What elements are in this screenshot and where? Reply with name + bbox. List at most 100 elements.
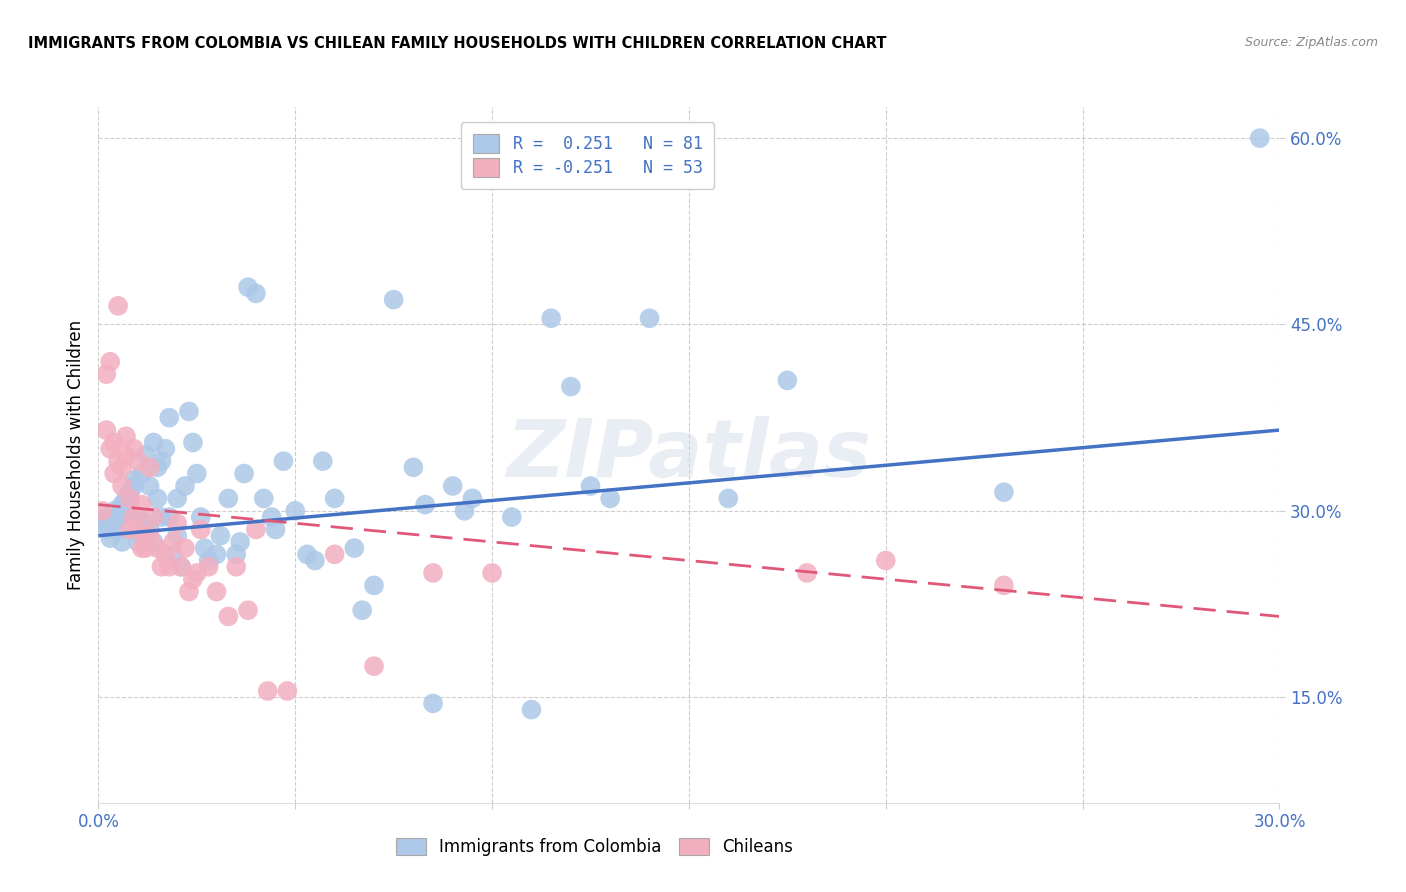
Point xyxy=(181,435,204,450)
Point xyxy=(441,479,464,493)
Point xyxy=(142,435,165,450)
Point xyxy=(233,467,256,481)
Point xyxy=(382,293,405,307)
Point xyxy=(135,448,157,462)
Point xyxy=(157,510,180,524)
Point xyxy=(174,479,197,493)
Point xyxy=(107,454,129,468)
Point xyxy=(363,659,385,673)
Point xyxy=(103,516,125,531)
Point xyxy=(229,534,252,549)
Point xyxy=(1249,131,1271,145)
Point xyxy=(162,534,184,549)
Point xyxy=(157,559,180,574)
Point xyxy=(260,510,283,524)
Point xyxy=(150,454,173,468)
Point xyxy=(170,559,193,574)
Point xyxy=(122,473,145,487)
Point xyxy=(312,454,335,468)
Point xyxy=(118,491,141,506)
Point xyxy=(111,498,134,512)
Point xyxy=(111,479,134,493)
Point xyxy=(599,491,621,506)
Point xyxy=(273,454,295,468)
Point xyxy=(107,299,129,313)
Point xyxy=(142,534,165,549)
Point xyxy=(236,280,259,294)
Point xyxy=(560,379,582,393)
Point xyxy=(115,448,138,462)
Point xyxy=(540,311,562,326)
Point xyxy=(138,479,160,493)
Point xyxy=(135,516,157,531)
Point xyxy=(186,467,208,481)
Point xyxy=(276,684,298,698)
Point xyxy=(122,479,145,493)
Point xyxy=(217,491,239,506)
Point xyxy=(91,516,114,531)
Point xyxy=(236,603,259,617)
Point xyxy=(174,541,197,555)
Point xyxy=(98,531,121,545)
Point xyxy=(253,491,276,506)
Point xyxy=(638,311,661,326)
Text: Source: ZipAtlas.com: Source: ZipAtlas.com xyxy=(1244,36,1378,49)
Text: ZIPatlas: ZIPatlas xyxy=(506,416,872,494)
Point xyxy=(146,541,169,555)
Point xyxy=(96,523,118,537)
Point xyxy=(295,547,318,561)
Point xyxy=(245,286,267,301)
Point xyxy=(138,460,160,475)
Point xyxy=(197,559,219,574)
Point xyxy=(115,506,138,520)
Legend: Immigrants from Colombia, Chileans: Immigrants from Colombia, Chileans xyxy=(388,830,801,864)
Point xyxy=(157,410,180,425)
Point xyxy=(146,460,169,475)
Point xyxy=(103,504,125,518)
Point xyxy=(481,566,503,580)
Point xyxy=(776,373,799,387)
Point xyxy=(138,529,160,543)
Point xyxy=(256,684,278,698)
Point xyxy=(103,467,125,481)
Point xyxy=(194,541,217,555)
Point xyxy=(264,523,287,537)
Point xyxy=(115,491,138,506)
Point xyxy=(127,454,149,468)
Point xyxy=(131,541,153,555)
Point xyxy=(131,467,153,481)
Point xyxy=(170,559,193,574)
Point xyxy=(363,578,385,592)
Point xyxy=(796,566,818,580)
Point xyxy=(217,609,239,624)
Point xyxy=(150,559,173,574)
Point xyxy=(190,510,212,524)
Point xyxy=(177,404,200,418)
Point xyxy=(422,697,444,711)
Point xyxy=(150,510,173,524)
Point xyxy=(186,566,208,580)
Text: IMMIGRANTS FROM COLOMBIA VS CHILEAN FAMILY HOUSEHOLDS WITH CHILDREN CORRELATION : IMMIGRANTS FROM COLOMBIA VS CHILEAN FAMI… xyxy=(28,36,887,51)
Point xyxy=(98,442,121,456)
Point xyxy=(209,529,232,543)
Point xyxy=(122,510,145,524)
Point xyxy=(118,523,141,537)
Point xyxy=(91,504,114,518)
Point xyxy=(402,460,425,475)
Point xyxy=(343,541,366,555)
Point xyxy=(453,504,475,518)
Point xyxy=(127,510,149,524)
Point xyxy=(520,703,543,717)
Point xyxy=(96,510,118,524)
Point xyxy=(352,603,374,617)
Point xyxy=(181,572,204,586)
Point xyxy=(225,547,247,561)
Point xyxy=(118,494,141,508)
Point xyxy=(135,541,157,555)
Point xyxy=(993,485,1015,500)
Point xyxy=(96,367,118,381)
Point xyxy=(304,553,326,567)
Point xyxy=(205,547,228,561)
Point xyxy=(323,547,346,561)
Point xyxy=(205,584,228,599)
